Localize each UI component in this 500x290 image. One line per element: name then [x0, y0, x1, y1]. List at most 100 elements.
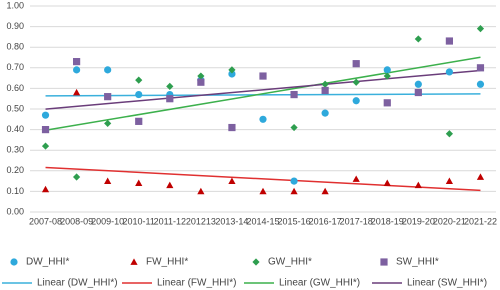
point	[166, 95, 174, 103]
point	[135, 179, 143, 187]
y-tick-label: 0.90	[6, 21, 24, 31]
point	[197, 78, 205, 86]
point	[41, 111, 50, 119]
y-tick-label: 0.80	[6, 42, 24, 52]
y-tick-label: 0.20	[6, 165, 24, 175]
point	[476, 64, 485, 72]
x-tick-label: 2008-09	[60, 216, 93, 226]
x-tick-label: 2017-18	[340, 216, 373, 226]
y-tick-label: 0.40	[6, 124, 24, 134]
trend-line	[45, 56, 481, 131]
legend-label: Linear (GW_HHI*)	[279, 278, 360, 289]
trend-line	[45, 69, 481, 110]
point	[259, 187, 267, 195]
x-tick-label: 2019-20	[402, 216, 435, 226]
point	[352, 78, 360, 86]
point	[41, 185, 50, 193]
point	[197, 72, 205, 80]
point	[104, 66, 112, 74]
point	[383, 179, 391, 187]
point	[228, 70, 236, 78]
y-tick-label: 0.70	[6, 62, 24, 72]
point	[414, 35, 422, 43]
point	[383, 66, 391, 74]
legend-marker	[10, 258, 18, 266]
point	[135, 76, 143, 84]
point	[259, 115, 267, 123]
point	[290, 177, 298, 185]
x-tick-label: 2020-21	[433, 216, 466, 226]
y-tick-label: 1.00	[6, 0, 24, 10]
x-tick-label: 2007-08	[29, 216, 62, 226]
point	[104, 177, 112, 184]
point	[414, 80, 422, 88]
legend-label: GW_HHI*	[268, 257, 312, 268]
point	[290, 123, 298, 132]
point	[228, 177, 236, 184]
legend-label: Linear (FW_HHI*)	[157, 278, 236, 289]
legend-marker	[252, 258, 260, 266]
y-tick-label: 0.10	[6, 186, 24, 196]
point	[73, 58, 81, 66]
point	[445, 177, 453, 184]
legend-marker	[130, 258, 138, 265]
point	[259, 72, 267, 80]
point	[197, 187, 205, 195]
x-tick-label: 2015-16	[278, 216, 311, 226]
x-tick-label: 2010-11	[123, 216, 155, 226]
point	[41, 126, 50, 134]
x-tick-label: 2018-19	[371, 216, 404, 226]
point	[445, 68, 453, 76]
point	[104, 93, 112, 101]
point	[352, 175, 360, 182]
point	[228, 123, 236, 132]
point	[73, 88, 81, 96]
y-tick-label: 0.50	[6, 103, 24, 113]
point	[383, 99, 391, 107]
x-tick-label: 2014-15	[246, 216, 279, 226]
point	[321, 86, 329, 95]
point	[445, 130, 453, 138]
x-tick-label: 2011-12	[154, 216, 186, 226]
trend-line	[45, 166, 481, 192]
point	[414, 88, 422, 97]
x-tick-label: 2009-10	[91, 216, 124, 226]
point	[228, 66, 236, 74]
point	[73, 66, 81, 74]
point	[321, 187, 329, 195]
point	[352, 97, 360, 105]
legend-marker	[380, 258, 388, 266]
point	[476, 173, 485, 180]
point	[166, 181, 174, 189]
point	[414, 181, 422, 189]
point	[73, 173, 81, 181]
legend-label: Linear (DW_HHI*)	[37, 278, 118, 289]
point	[166, 82, 174, 90]
x-tick-label: 201213	[186, 216, 216, 226]
x-tick-label: 2013-14	[215, 216, 248, 226]
point	[352, 60, 360, 68]
point	[104, 119, 112, 128]
point	[445, 37, 453, 45]
trend-line	[45, 93, 481, 97]
point	[41, 142, 50, 150]
point	[135, 90, 143, 99]
point	[321, 109, 329, 117]
point	[290, 90, 298, 99]
point	[135, 117, 143, 125]
x-tick-label: 2021-22	[464, 216, 497, 226]
point	[383, 72, 391, 80]
point	[321, 80, 329, 88]
y-tick-label: 0.00	[6, 206, 24, 216]
legend-label: DW_HHI*	[26, 257, 69, 268]
legend-label: FW_HHI*	[146, 257, 188, 268]
y-tick-label: 0.60	[6, 83, 24, 93]
legend-label: Linear (SW_HHI*)	[407, 278, 487, 289]
point	[476, 25, 485, 33]
x-tick-label: 2016-17	[309, 216, 342, 226]
legend-label: SW_HHI*	[396, 257, 439, 268]
point	[290, 187, 298, 195]
y-tick-label: 0.30	[6, 145, 24, 155]
point	[476, 80, 485, 88]
